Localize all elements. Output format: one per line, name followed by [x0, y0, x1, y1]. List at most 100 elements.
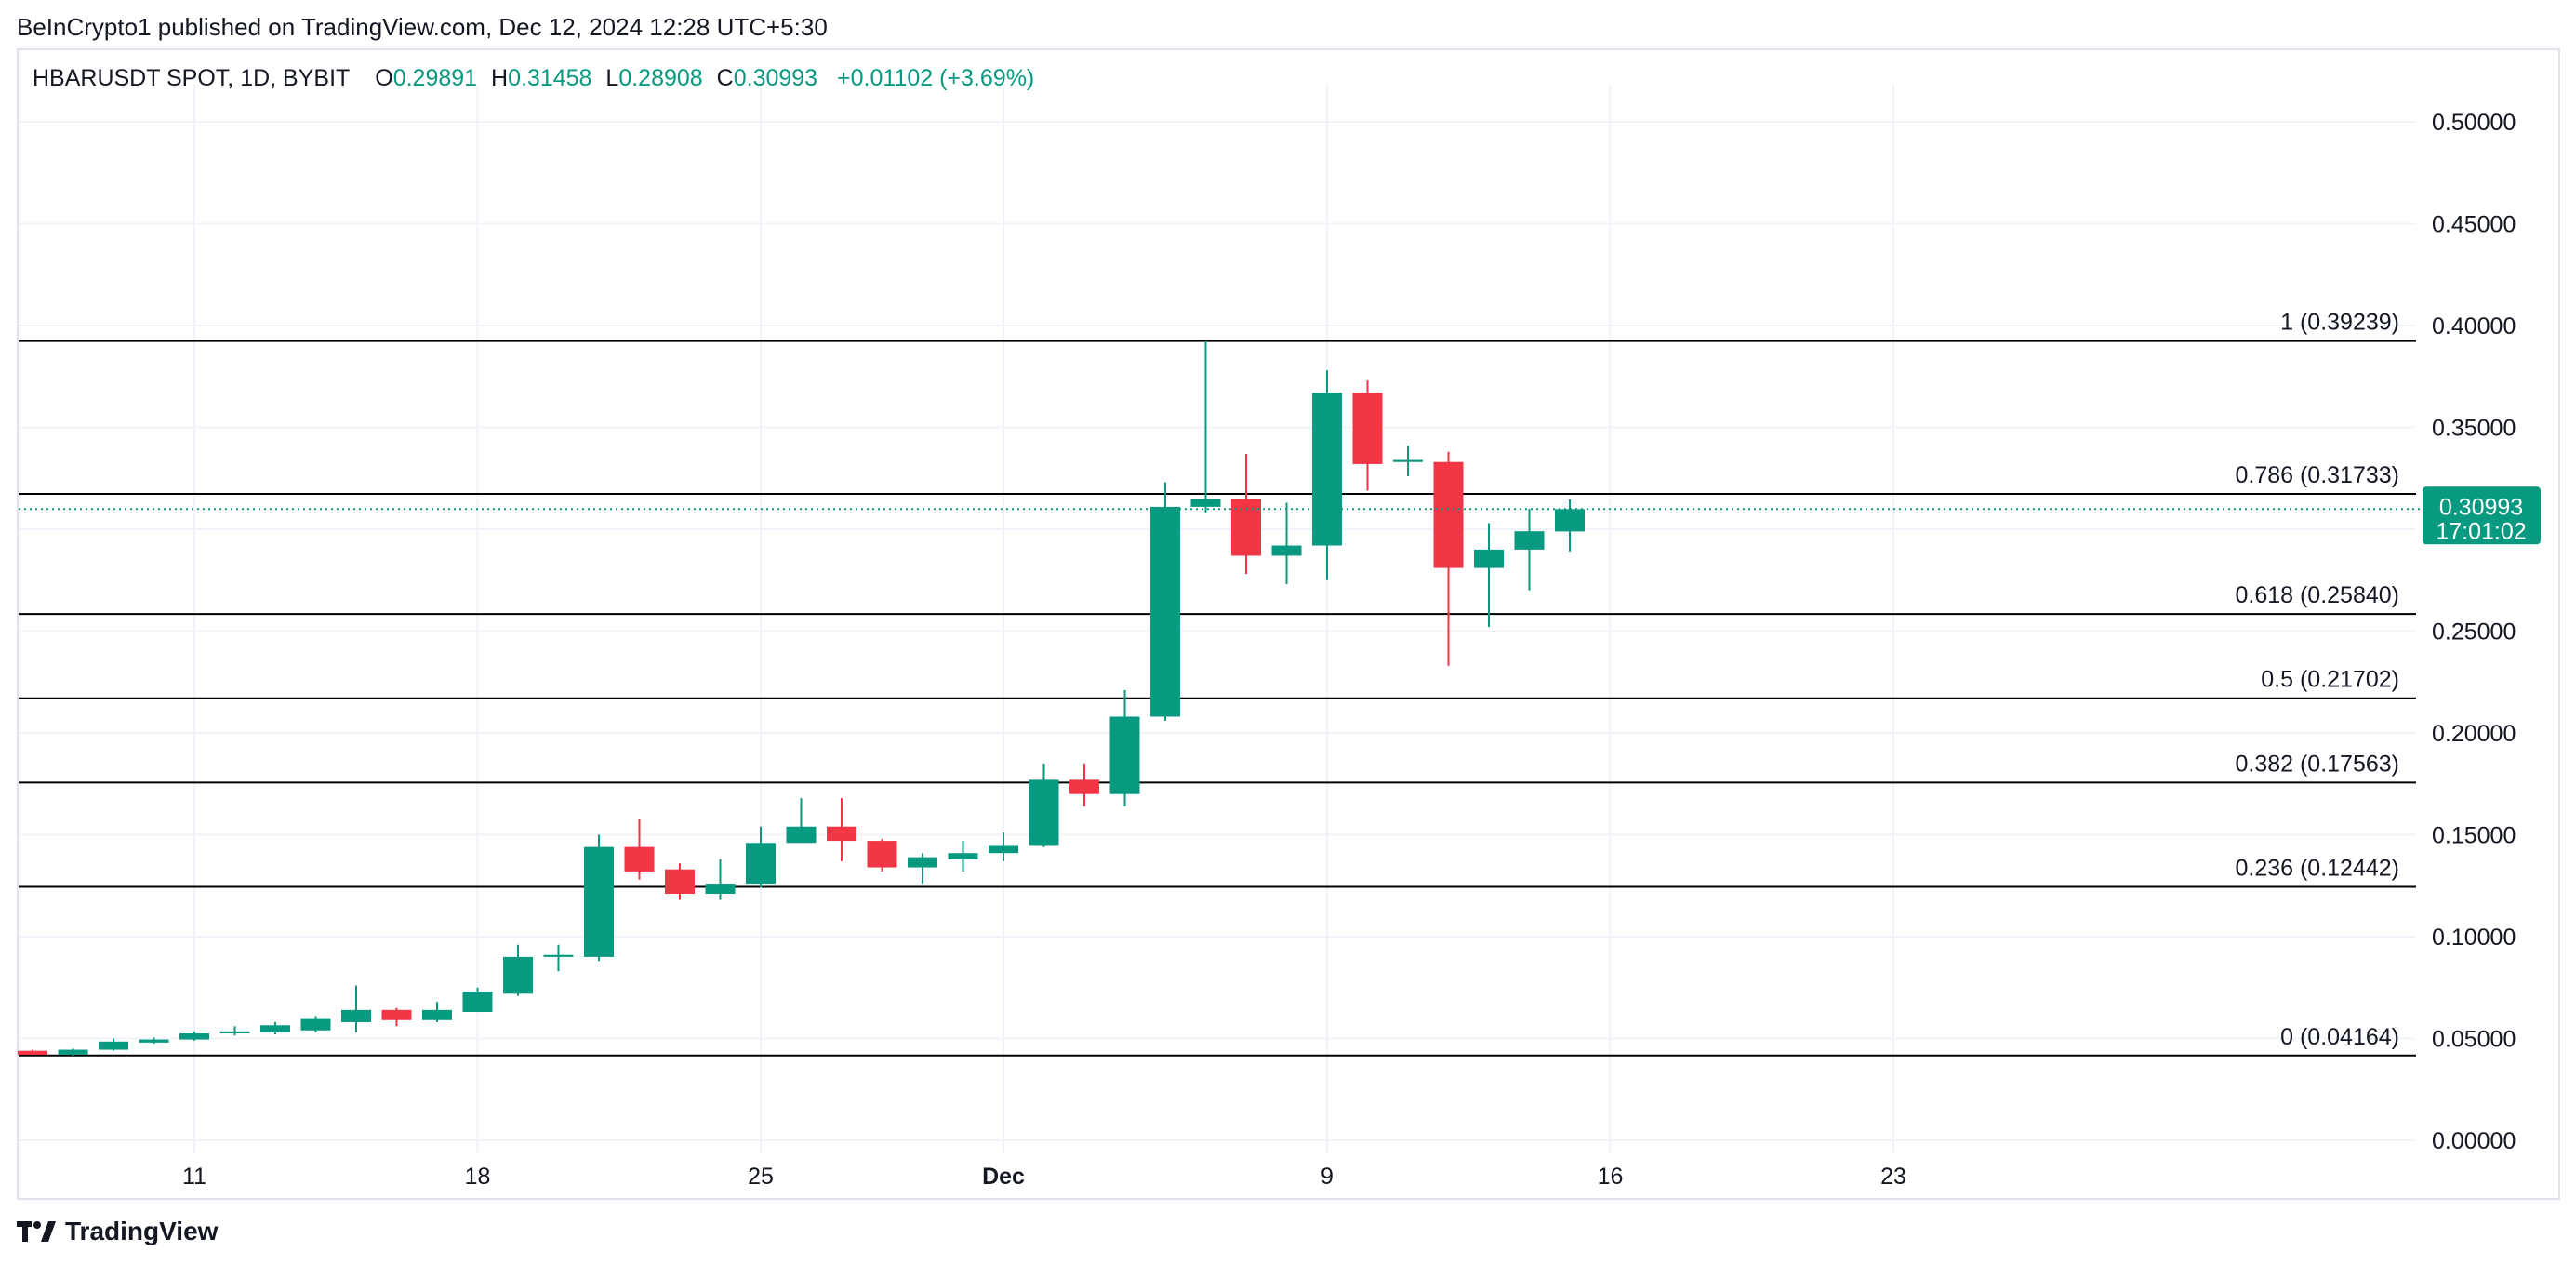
candle-body	[624, 846, 655, 872]
candle-body	[1069, 779, 1099, 794]
tradingview-logo-icon	[17, 1221, 56, 1242]
candle-down	[827, 798, 856, 861]
y-tick-label: 0.45000	[2432, 212, 2516, 238]
y-tick-label: 0.05000	[2432, 1027, 2516, 1053]
candle-body	[1312, 393, 1342, 546]
candle-up	[219, 1026, 250, 1036]
candle-up	[1514, 509, 1545, 591]
fib-level-label: 0.382 (0.17563)	[2235, 751, 2399, 777]
candle-body	[1474, 549, 1504, 568]
fibonacci-levels: 0 (0.04164) 0.236 (0.12442) 0.382 (0.17563…	[19, 310, 2416, 1057]
candle-body	[1231, 499, 1261, 556]
candle-down	[381, 1007, 412, 1027]
candle-body	[381, 1009, 412, 1020]
candle-body	[99, 1041, 128, 1050]
candle-up	[705, 859, 736, 900]
candle-body	[58, 1049, 88, 1056]
candle-up	[908, 853, 937, 885]
time-axis: 11 18 25 Dec 9 16 23	[182, 1164, 1906, 1190]
candle-down	[867, 838, 897, 872]
candle-up	[1271, 502, 1302, 585]
x-tick-label: 18	[465, 1164, 491, 1190]
y-tick-label: 0.50000	[2432, 110, 2516, 136]
last-price-marker: 0.30993 17:01:02	[19, 486, 2541, 545]
candle-body	[705, 884, 736, 895]
candle-body	[1190, 499, 1221, 507]
change-value: +0.01102 (+3.69%)	[837, 65, 1035, 91]
candles	[18, 340, 1585, 1056]
candle-body	[341, 1009, 371, 1022]
candle-up	[1029, 763, 1059, 847]
ohlc-legend: HBARUSDT SPOT, 1D, BYBIT O0.29891 H0.314…	[33, 65, 1034, 92]
candlestick-chart[interactable]: 0 (0.04164) 0.236 (0.12442) 0.382 (0.17563…	[0, 0, 2576, 1209]
candle-body	[989, 845, 1018, 854]
candle-up	[1312, 370, 1342, 580]
low-value: 0.28908	[618, 65, 703, 91]
tradingview-brand: TradingView	[65, 1217, 219, 1245]
candle-up	[260, 1021, 290, 1035]
fib-level-label: 0.786 (0.31733)	[2235, 462, 2399, 488]
candle-down	[1231, 453, 1261, 575]
chart-frame	[17, 48, 2560, 1200]
candle-body	[422, 1009, 452, 1020]
x-tick-label: 16	[1598, 1164, 1624, 1190]
candle-body	[584, 846, 614, 957]
candle-up	[1393, 446, 1423, 477]
candle-body	[503, 956, 533, 994]
candle-body	[260, 1025, 290, 1032]
candle-up	[300, 1016, 331, 1032]
candle-body	[1150, 506, 1180, 717]
candle-down	[18, 1049, 47, 1056]
candle-up	[341, 985, 371, 1032]
candle-down	[1352, 380, 1383, 491]
candle-down	[1069, 763, 1099, 806]
candle-body	[462, 992, 493, 1013]
last-price-label: 0.30993	[2439, 494, 2523, 520]
x-tick-label: 9	[1321, 1164, 1334, 1190]
last-price-box	[2423, 486, 2541, 545]
candle-up	[1474, 523, 1504, 628]
candle-up	[139, 1037, 169, 1044]
fib-level-label: 1 (0.39239)	[2280, 310, 2399, 336]
open-key: O	[375, 65, 393, 91]
candle-up	[746, 826, 776, 888]
candle-body	[300, 1018, 331, 1031]
y-tick-label: 0.25000	[2432, 619, 2516, 646]
low-key: L	[605, 65, 619, 91]
y-tick-label: 0.10000	[2432, 925, 2516, 951]
candle-body	[1514, 531, 1545, 550]
candle-up	[503, 944, 533, 996]
x-tick-label: 25	[748, 1164, 774, 1190]
candle-up	[462, 987, 493, 1013]
open-value: 0.29891	[392, 65, 478, 91]
candle-up	[1190, 340, 1221, 513]
fib-level-label: 0.5 (0.21702)	[2261, 667, 2399, 693]
candle-up	[948, 841, 978, 872]
candle-body	[1271, 545, 1302, 556]
candle-down	[665, 863, 695, 900]
candle-body	[746, 843, 776, 885]
candle-body	[1352, 393, 1383, 464]
candle-body	[219, 1031, 250, 1034]
candle-body	[179, 1033, 209, 1040]
candle-up	[179, 1031, 209, 1041]
candle-body	[1555, 509, 1585, 532]
candle-down	[624, 818, 655, 880]
candle-body	[1109, 716, 1140, 794]
y-tick-label: 0.15000	[2432, 823, 2516, 849]
x-tick-label: 11	[182, 1164, 206, 1190]
y-tick-label: 0.20000	[2432, 721, 2516, 747]
price-axis: 0.00000 0.05000 0.10000 0.15000 0.20000 0.250…	[2432, 110, 2516, 1154]
symbol-label[interactable]: HBARUSDT SPOT, 1D, BYBIT	[33, 65, 351, 91]
tradingview-logo[interactable]: TradingView	[17, 1217, 218, 1246]
high-key: H	[491, 65, 509, 91]
high-value: 0.31458	[508, 65, 592, 91]
candle-up	[1150, 482, 1180, 721]
candle-body	[665, 869, 695, 895]
fib-level-label: 0.618 (0.25840)	[2235, 582, 2399, 608]
candle-up	[1109, 690, 1140, 806]
fib-level-label: 0 (0.04164)	[2280, 1024, 2399, 1050]
candle-up	[584, 834, 614, 962]
candle-body	[786, 826, 817, 844]
candle-body	[18, 1050, 47, 1056]
